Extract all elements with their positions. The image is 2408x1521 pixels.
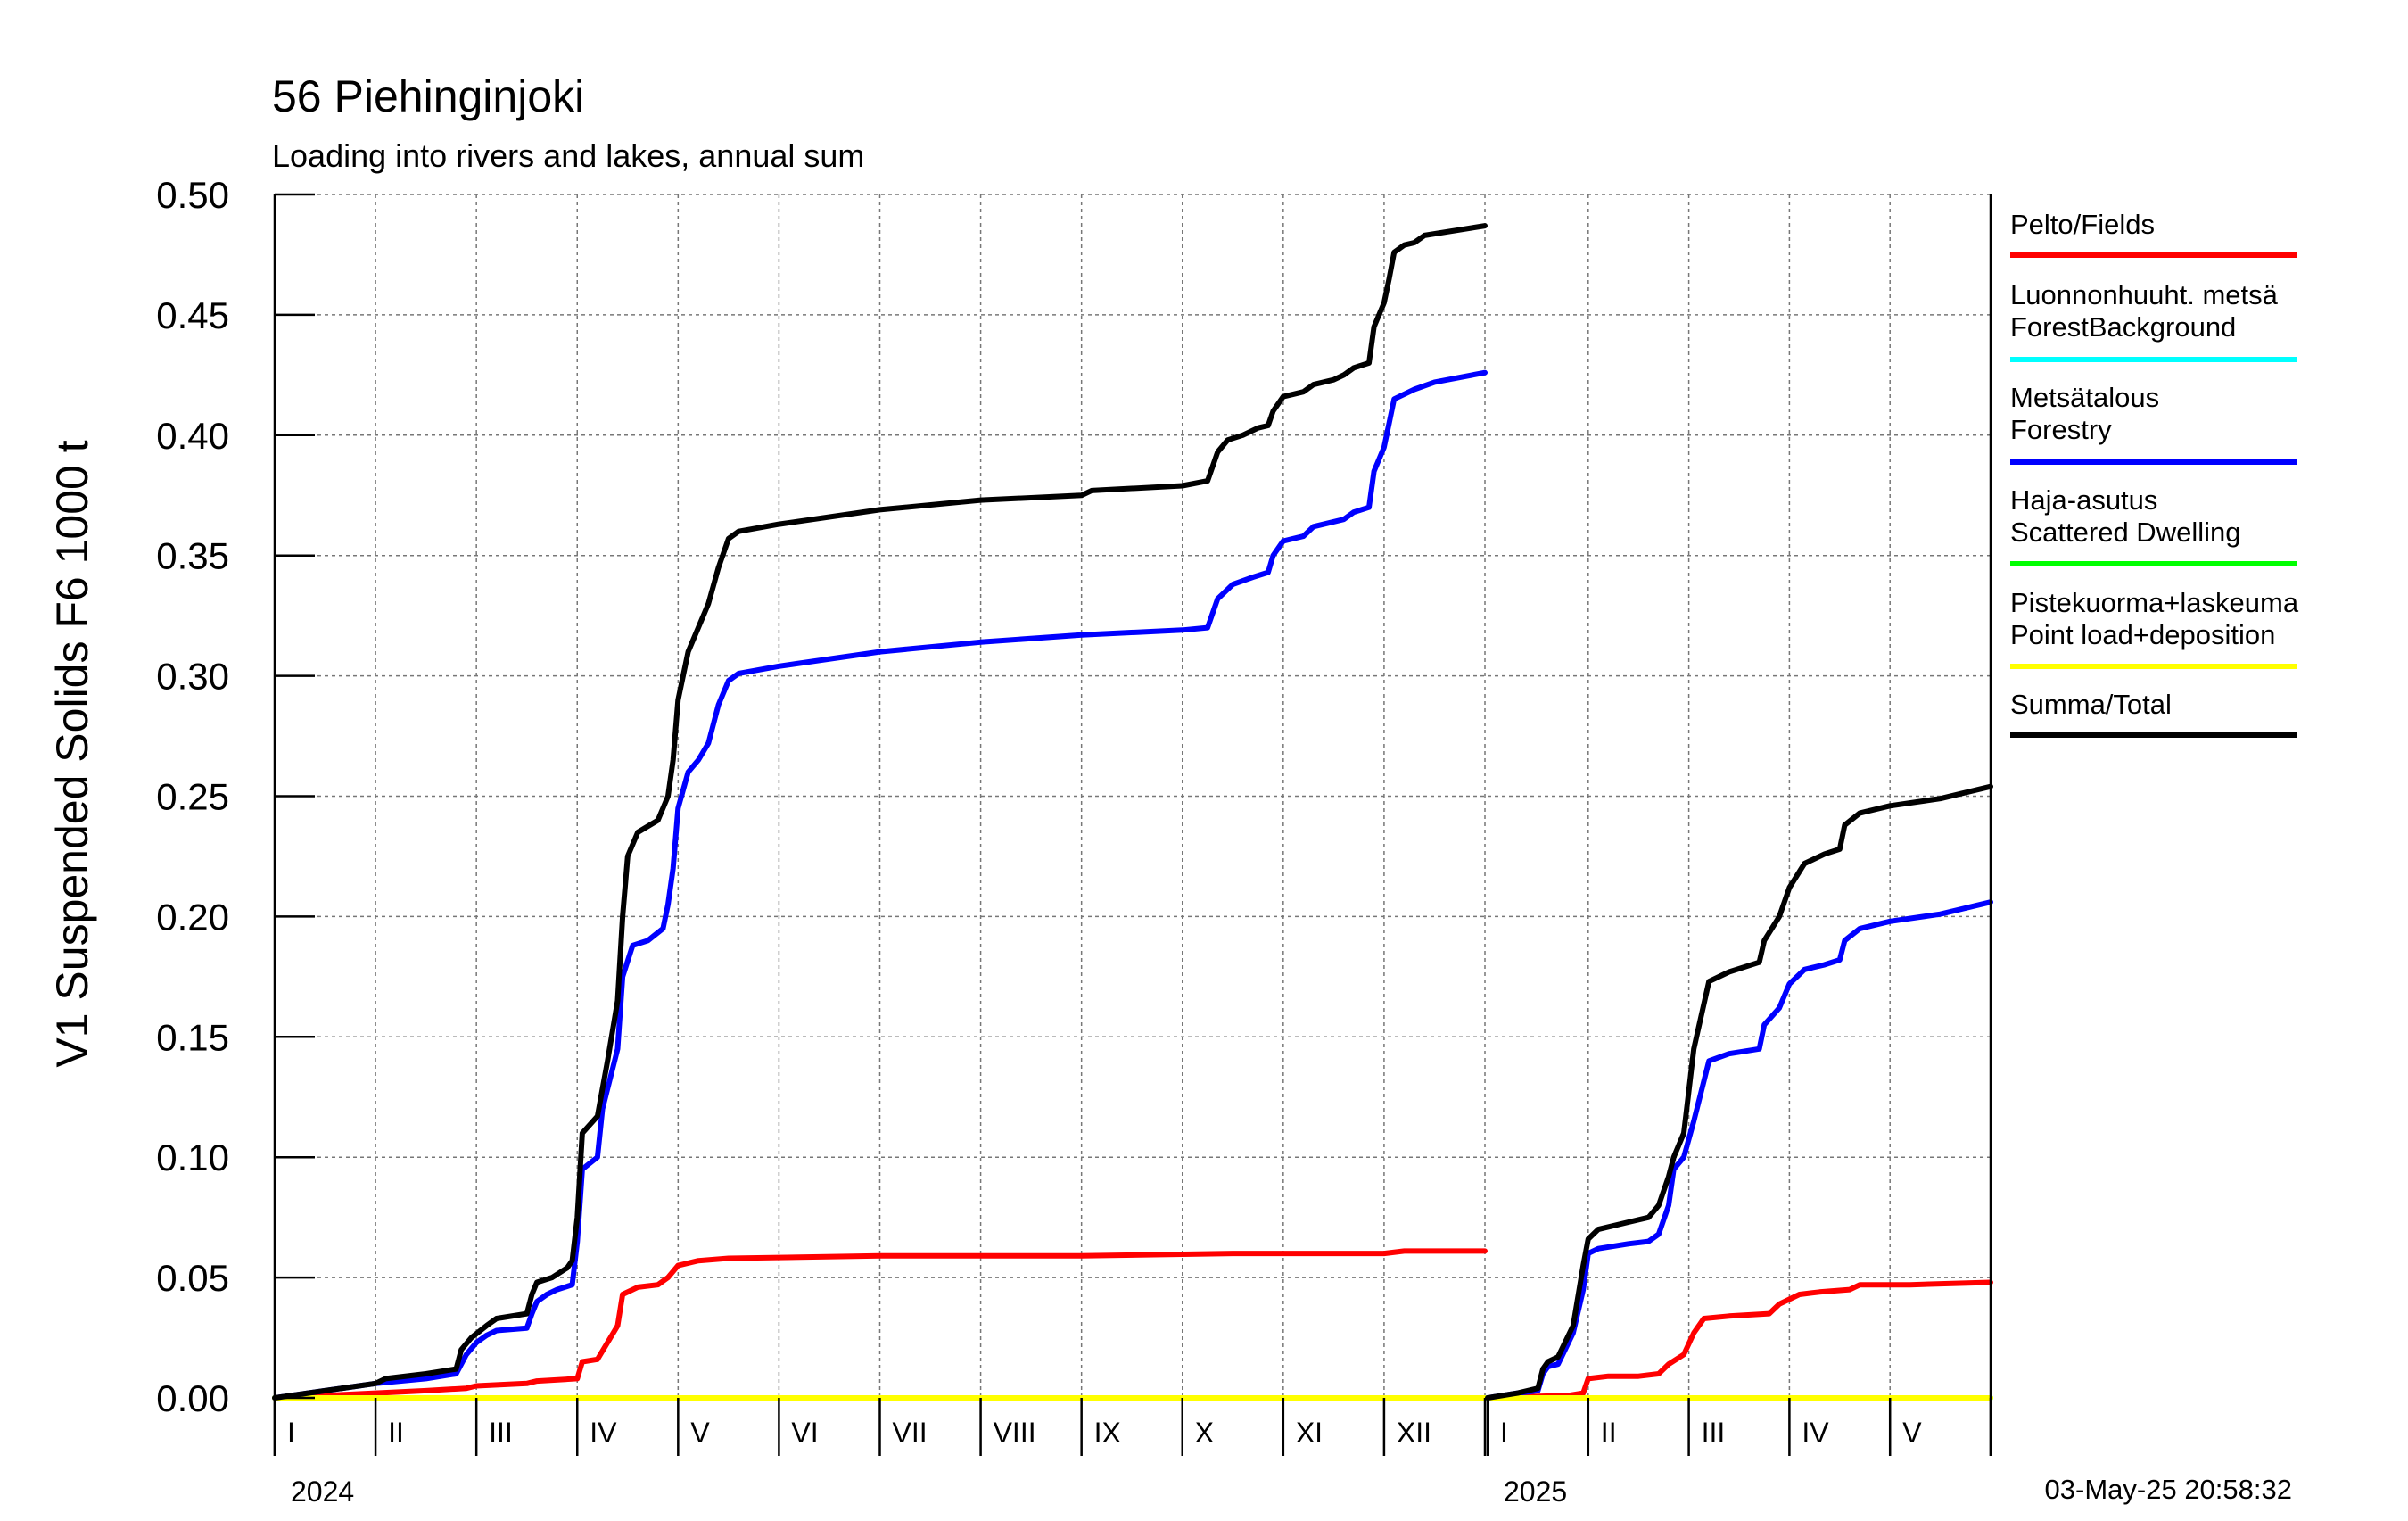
y-tick-label: 0.05 [156,1257,229,1299]
month-label: IV [590,1417,617,1449]
series-line-5 [1485,783,1993,1401]
series-line-0 [272,1248,1488,1401]
y-tick-label: 0.00 [156,1377,229,1419]
y-tick-label: 0.10 [156,1137,229,1178]
y-tick-label: 0.50 [156,174,229,216]
y-tick-label: 0.40 [156,415,229,457]
series-line-2 [272,369,1488,1401]
chart-title: 56 Piehinginjoki [272,71,584,121]
month-label: VI [791,1417,818,1449]
series-line-0 [1485,1279,1993,1401]
legend-label: Luonnonhuuht. metsä [2010,279,2279,310]
month-label: III [1702,1417,1726,1449]
legend-label: Forestry [2010,414,2112,445]
timestamp: 03-May-25 20:58:32 [2045,1474,2292,1505]
legend-label: Scattered Dwelling [2010,517,2240,548]
grid-layer [275,194,1992,1398]
month-label: I [1500,1417,1508,1449]
legend-label: Haja-asutus [2010,484,2157,516]
legend-label: Point load+deposition [2010,619,2275,650]
legend-label: Pistekuorma+laskeuma [2010,587,2299,618]
y-tick-labels: 0.00 0.05 0.10 0.15 0.20 0.25 0.30 0.35 0.40 0.45… [156,174,229,1419]
y-tick-label: 0.20 [156,896,229,938]
y-tick-label: 0.35 [156,535,229,577]
y-tick-label: 0.30 [156,656,229,698]
legend-label: Metsätalous [2010,382,2159,413]
legend: Pelto/Fields Luonnonhuuht. metsäForestBac… [2010,209,2299,738]
month-label: V [690,1417,710,1449]
month-label: IV [1802,1417,1829,1449]
month-label: III [489,1417,513,1449]
y-tick-label: 0.15 [156,1016,229,1058]
month-label: VIII [994,1417,1036,1449]
year-label: 2024 [291,1476,354,1508]
month-label: XI [1296,1417,1323,1449]
y-axis-label: V1 Suspended Solids F6 1000 t [47,440,97,1067]
month-label: XII [1397,1417,1431,1449]
year-label: 2025 [1504,1476,1567,1508]
y-tick-label: 0.25 [156,776,229,818]
month-label: X [1195,1417,1214,1449]
series-layer [272,223,1993,1401]
legend-label: ForestBackground [2010,311,2236,343]
month-label: IX [1094,1417,1121,1449]
month-label: VII [893,1417,928,1449]
y-tick-label: 0.45 [156,294,229,336]
chart-subtitle: Loading into rivers and lakes, annual su… [272,137,864,174]
series-line-5 [272,223,1488,1401]
month-label: II [388,1417,404,1449]
legend-label: Summa/Total [2010,689,2172,720]
month-label: II [1601,1417,1617,1449]
month-label: I [287,1417,295,1449]
month-label: V [1902,1417,1922,1449]
axes [273,193,1992,1456]
legend-label: Pelto/Fields [2010,209,2155,240]
series-line-2 [1485,899,1993,1401]
